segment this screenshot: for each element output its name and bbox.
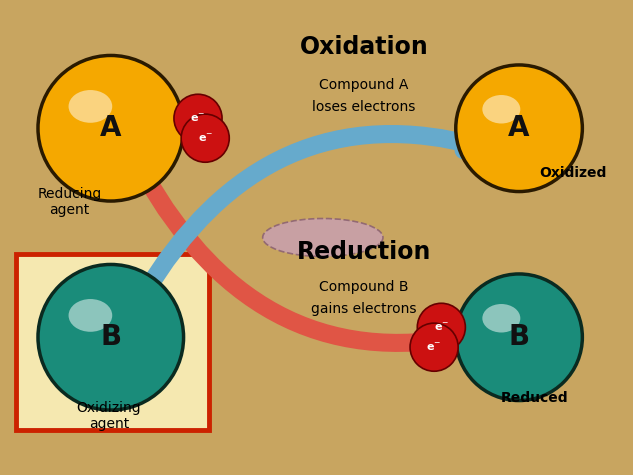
Ellipse shape bbox=[181, 114, 229, 162]
Ellipse shape bbox=[263, 218, 383, 256]
Text: Reducing
agent: Reducing agent bbox=[37, 187, 102, 217]
FancyArrowPatch shape bbox=[142, 134, 480, 297]
Ellipse shape bbox=[68, 90, 112, 123]
FancyArrowPatch shape bbox=[142, 171, 480, 344]
Text: e$^{-}$: e$^{-}$ bbox=[427, 342, 442, 353]
Ellipse shape bbox=[410, 323, 458, 371]
Ellipse shape bbox=[174, 94, 222, 142]
Text: gains electrons: gains electrons bbox=[311, 302, 417, 316]
Text: e$^{-}$: e$^{-}$ bbox=[197, 133, 213, 144]
Text: Reduced: Reduced bbox=[501, 390, 568, 405]
Text: A: A bbox=[100, 114, 122, 142]
Text: A: A bbox=[508, 114, 530, 142]
Ellipse shape bbox=[482, 304, 520, 332]
Text: Compound A: Compound A bbox=[319, 78, 409, 93]
Ellipse shape bbox=[417, 303, 465, 352]
Text: loses electrons: loses electrons bbox=[312, 100, 416, 114]
Ellipse shape bbox=[38, 56, 184, 201]
Ellipse shape bbox=[68, 299, 112, 332]
Text: e$^{-}$: e$^{-}$ bbox=[434, 322, 449, 333]
Text: e$^{-}$: e$^{-}$ bbox=[191, 113, 206, 124]
Text: Compound B: Compound B bbox=[319, 280, 409, 294]
Text: Oxidizing
agent: Oxidizing agent bbox=[77, 400, 141, 431]
Text: Reduction: Reduction bbox=[297, 240, 431, 264]
FancyBboxPatch shape bbox=[16, 254, 209, 430]
Ellipse shape bbox=[482, 95, 520, 124]
Text: Oxidation: Oxidation bbox=[299, 36, 429, 59]
Text: B: B bbox=[100, 323, 122, 351]
Text: Oxidized: Oxidized bbox=[539, 166, 606, 180]
Ellipse shape bbox=[456, 65, 582, 191]
Ellipse shape bbox=[456, 274, 582, 400]
Text: B: B bbox=[508, 323, 530, 351]
Ellipse shape bbox=[38, 265, 184, 410]
